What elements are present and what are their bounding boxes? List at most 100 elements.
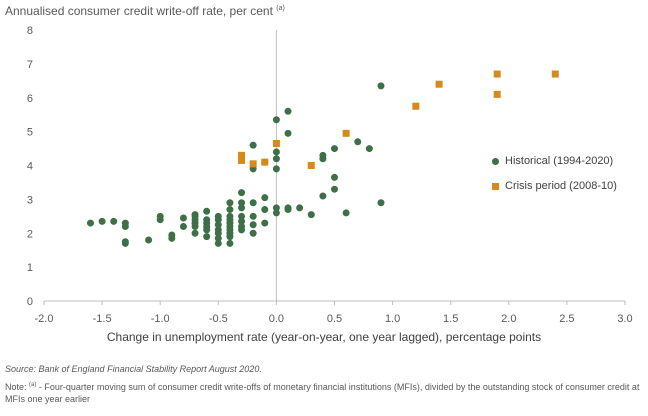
- crisis-point-7: [412, 102, 420, 110]
- crisis-point-10: [493, 90, 501, 98]
- historical-point-33: [226, 199, 234, 207]
- historical-point-50: [249, 141, 257, 149]
- historical-point-6: [121, 239, 129, 247]
- historical-point-9: [156, 216, 164, 224]
- historical-point-54: [249, 221, 257, 229]
- y-tick-label-1: 1: [27, 262, 33, 274]
- historical-point-61: [272, 148, 280, 156]
- historical-point-18: [191, 229, 199, 237]
- historical-point-59: [261, 219, 269, 227]
- historical-point-65: [272, 209, 280, 217]
- legend-historical: Historical (1994-2020): [492, 155, 613, 167]
- x-tick-label-0: -2.0: [35, 313, 54, 325]
- historical-point-63: [272, 165, 280, 173]
- historical-point-75: [331, 145, 338, 153]
- x-tick-label-1: -1.5: [93, 313, 112, 325]
- x-tick-label-4: 0.0: [269, 313, 284, 325]
- crisis-point-2: [249, 160, 257, 168]
- historical-point-43: [238, 189, 246, 197]
- x-tick-label-2: -1.0: [151, 313, 170, 325]
- x-axis-tick-labels: -2.0 -1.5 -1.0 -0.5 0.0 0.5 1.0 1.5 2.0 2.5 3.0: [35, 313, 633, 325]
- chart-title-text: Annualised consumer credit write-off rat…: [5, 4, 273, 18]
- chart-title: Annualised consumer credit write-off rat…: [5, 4, 285, 18]
- historical-point-81: [377, 82, 385, 90]
- historical-point-73: [319, 155, 327, 163]
- legend-crisis: Crisis period (2008-10): [492, 180, 617, 192]
- y-tick-label-2: 2: [27, 228, 33, 240]
- x-tick-label-8: 2.0: [501, 313, 516, 325]
- historical-point-77: [331, 185, 338, 193]
- historical-point-47: [238, 217, 246, 225]
- historical-point-20: [203, 207, 211, 215]
- footnote: Note: (a) - Four-quarter moving sum of c…: [5, 379, 645, 405]
- historical-point-78: [342, 209, 350, 217]
- historical-point-58: [261, 206, 269, 214]
- title-note-marker: (a): [276, 5, 285, 12]
- historical-point-34: [226, 206, 234, 214]
- y-axis-tick-labels: 0 1 2 3 4 5 6 7 8: [27, 25, 33, 308]
- historical-point-42: [226, 239, 234, 247]
- footnote-marker: (a): [29, 382, 37, 388]
- historical-point-44: [238, 199, 246, 207]
- crisis-point-0: [238, 151, 246, 159]
- x-tick-label-6: 1.0: [385, 313, 400, 325]
- y-tick-label-6: 6: [27, 93, 33, 105]
- legend-historical-marker: [492, 157, 499, 165]
- historical-point-45: [238, 204, 246, 212]
- source-note: Source: Bank of England Financial Stabil…: [5, 364, 262, 374]
- historical-point-79: [354, 138, 362, 146]
- historical-point-41: [226, 233, 234, 241]
- historical-point-82: [377, 199, 385, 207]
- historical-point-11: [168, 234, 176, 242]
- historical-point-4: [121, 222, 129, 230]
- footnote-text: - Four-quarter moving sum of consumer cr…: [5, 382, 640, 404]
- historical-point-27: [214, 221, 222, 229]
- historical-point-25: [203, 233, 211, 241]
- historical-point-74: [319, 192, 327, 200]
- x-tick-label-7: 1.5: [443, 313, 458, 325]
- historical-point-17: [191, 222, 199, 230]
- x-tick-label-10: 3.0: [617, 313, 632, 325]
- y-tick-label-0: 0: [27, 296, 33, 308]
- historical-point-46: [238, 212, 246, 220]
- historical-point-12: [179, 214, 187, 222]
- crisis-point-4: [272, 139, 280, 147]
- legend-crisis-label: Crisis period (2008-10): [505, 180, 617, 192]
- historical-point-49: [238, 226, 246, 234]
- historical-point-71: [307, 211, 315, 219]
- historical-point-52: [249, 199, 257, 207]
- historical-point-76: [331, 173, 338, 181]
- historical-point-64: [272, 204, 280, 212]
- historical-point-70: [296, 204, 304, 212]
- y-tick-label-3: 3: [27, 194, 33, 206]
- historical-point-24: [203, 226, 211, 234]
- crisis-point-9: [493, 70, 501, 78]
- historical-point-2: [110, 217, 118, 225]
- historical-point-7: [145, 236, 153, 244]
- x-tick-label-9: 2.5: [559, 313, 574, 325]
- historical-point-1: [98, 217, 106, 225]
- data-points: [86, 70, 559, 247]
- historical-point-29: [214, 229, 222, 237]
- y-tick-label-4: 4: [27, 161, 33, 173]
- legend-crisis-marker: [492, 182, 499, 190]
- historical-point-53: [249, 212, 257, 220]
- y-tick-label-8: 8: [27, 25, 33, 37]
- crisis-point-1: [238, 156, 246, 164]
- crisis-point-6: [342, 129, 350, 137]
- historical-point-19: [191, 211, 199, 219]
- historical-point-31: [214, 239, 222, 247]
- historical-point-32: [214, 212, 222, 220]
- legend-historical-label: Historical (1994-2020): [505, 155, 614, 167]
- crisis-point-11: [551, 70, 559, 78]
- historical-point-66: [284, 107, 292, 115]
- historical-point-13: [179, 222, 187, 230]
- crisis-point-5: [307, 162, 315, 169]
- historical-point-67: [284, 129, 292, 137]
- x-axis-title: Change in unemployment rate (year-on-yea…: [106, 330, 542, 344]
- crisis-point-8: [435, 80, 443, 88]
- historical-point-62: [272, 155, 280, 163]
- historical-point-60: [272, 116, 280, 124]
- historical-point-55: [249, 229, 257, 237]
- historical-point-0: [86, 219, 94, 227]
